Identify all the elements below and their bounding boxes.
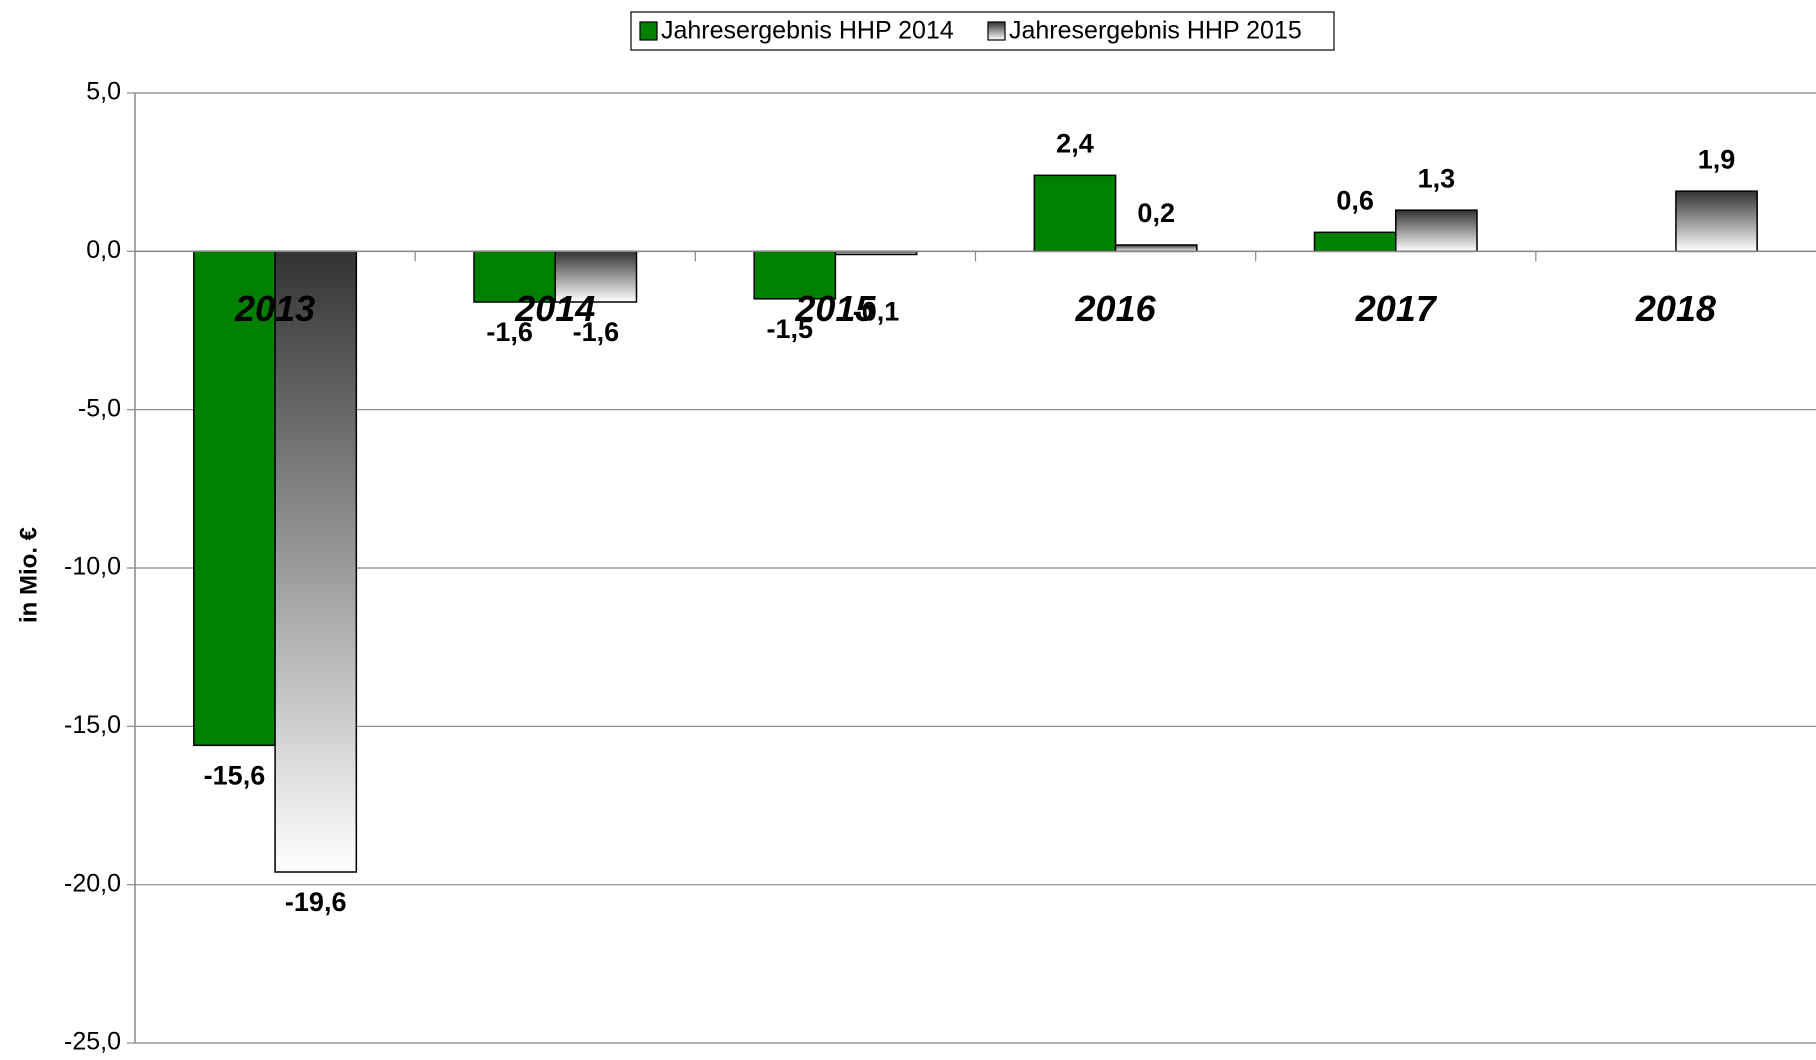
data-label: -1,5 — [767, 314, 814, 344]
data-label: 1,3 — [1418, 163, 1456, 193]
data-label: 2,4 — [1056, 128, 1094, 158]
legend-label: Jahresergebnis HHP 2015 — [1009, 17, 1302, 45]
y-tick-label: 5,0 — [86, 78, 121, 106]
legend-label: Jahresergebnis HHP 2014 — [661, 17, 954, 45]
x-tick-label: 2018 — [1635, 288, 1716, 329]
y-axis-label: in Mio. € — [15, 527, 42, 623]
x-tick-label: 2015 — [794, 288, 876, 329]
bar — [274, 250, 358, 873]
data-label: 0,2 — [1137, 198, 1175, 228]
legend-swatch — [639, 21, 658, 41]
data-label: 1,9 — [1698, 144, 1736, 174]
bar — [753, 250, 837, 300]
y-tick-label: -25,0 — [64, 1028, 121, 1056]
bar — [193, 250, 276, 747]
bar — [1114, 244, 1198, 253]
bar — [554, 250, 638, 303]
y-tick-label: -20,0 — [64, 869, 121, 897]
x-tick-label: 2017 — [1355, 288, 1438, 329]
y-tick-label: -15,0 — [64, 711, 121, 739]
data-label: -1,6 — [573, 317, 620, 347]
bar — [473, 250, 557, 303]
data-label: -15,6 — [204, 760, 266, 790]
legend-swatch — [987, 21, 1006, 41]
bar — [1313, 231, 1397, 253]
data-label: -19,6 — [285, 887, 347, 917]
data-label: -1,6 — [486, 317, 533, 347]
y-tick-label: 0,0 — [86, 236, 121, 264]
x-tick-label: 2016 — [1075, 288, 1157, 329]
x-tick-label: 2013 — [234, 288, 315, 329]
bar — [1395, 209, 1478, 253]
legend-box — [630, 11, 1335, 51]
y-tick-label: -5,0 — [78, 394, 121, 422]
y-tick-label: -10,0 — [64, 553, 121, 581]
data-label: 0,6 — [1336, 185, 1374, 215]
bar — [1033, 174, 1117, 253]
bar — [1675, 190, 1758, 253]
x-tick-label: 2014 — [514, 288, 595, 329]
data-label: -0,1 — [853, 296, 900, 326]
